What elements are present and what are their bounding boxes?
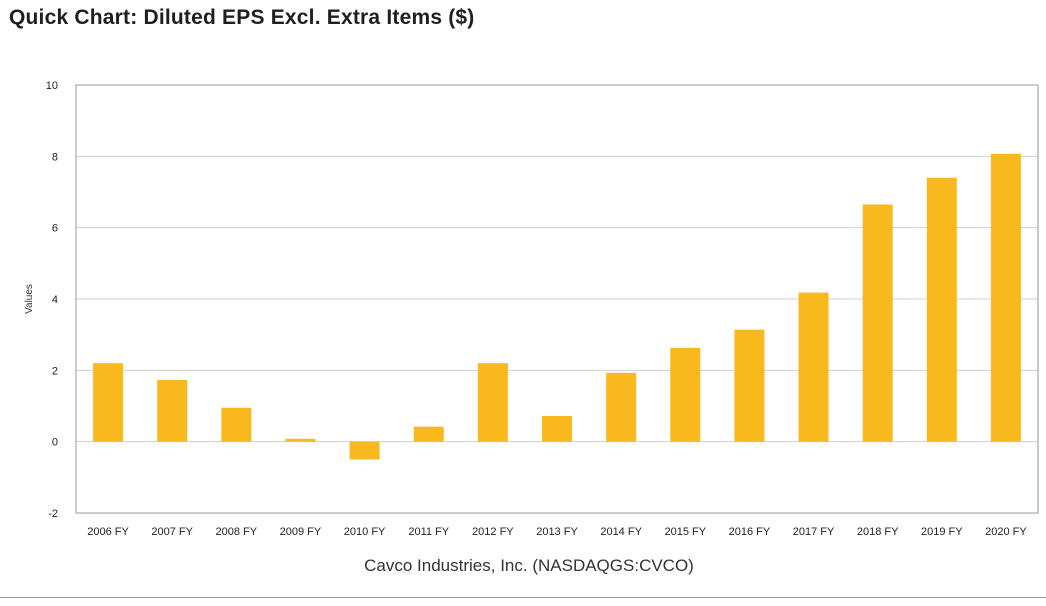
bar-2018-fy [862, 204, 893, 442]
chart-title: Quick Chart: Diluted EPS Excl. Extra Ite… [9, 6, 475, 29]
y-tick-label: 2 [52, 365, 58, 377]
x-tick-label: 2019 FY [921, 526, 963, 538]
bar-2015-fy [670, 347, 701, 442]
bar-2014-fy [606, 372, 637, 442]
footer-divider [0, 597, 1046, 598]
x-tick-label: 2016 FY [729, 526, 771, 538]
bar-2007-fy [157, 379, 188, 442]
bar-2016-fy [734, 329, 765, 442]
x-tick-label: 2011 FY [408, 526, 449, 538]
bar-2020-fy [990, 153, 1021, 442]
y-tick-label: 4 [52, 294, 58, 306]
x-tick-label: 2015 FY [664, 526, 706, 538]
bar-2006-fy [93, 363, 124, 442]
y-tick-label: 6 [52, 223, 58, 235]
bar-2011-fy [413, 426, 444, 442]
x-tick-label: 2014 FY [600, 526, 642, 538]
bar-2012-fy [477, 363, 508, 442]
plot-frame [75, 84, 1039, 514]
bars [93, 153, 1021, 460]
axes [75, 84, 1039, 514]
x-tick-label: 2006 FY [87, 526, 129, 538]
bar-2013-fy [542, 415, 572, 442]
y-tick-label: 10 [46, 80, 58, 92]
x-tick-label: 2007 FY [151, 526, 193, 538]
x-tick-label: 2017 FY [793, 526, 835, 538]
bar-2009-fy [285, 438, 316, 442]
bar-2010-fy [349, 441, 380, 460]
y-axis-label: Values [24, 284, 35, 314]
y-tick-label: -2 [48, 508, 58, 520]
x-tick-label: 2009 FY [280, 526, 322, 538]
bar-2017-fy [798, 292, 829, 442]
bar-2008-fy [221, 407, 252, 442]
x-tick-label: 2013 FY [536, 526, 578, 538]
x-tick-label: 2018 FY [857, 526, 899, 538]
y-tick-label: 8 [52, 151, 58, 163]
y-tick-label: 0 [52, 437, 58, 449]
x-tick-label: 2010 FY [344, 526, 386, 538]
gridlines [76, 84, 1038, 514]
tick-labels: -2 0 2 4 6 8 10 2006 FY 2007 FY 2008 FY 2009 FY 201… [46, 80, 1028, 538]
x-tick-label: 2012 FY [472, 526, 514, 538]
bar-2019-fy [926, 177, 957, 442]
x-tick-label: 2020 FY [985, 526, 1027, 538]
x-axis-label: Cavco Industries, Inc. (NASDAQGS:CVCO) [364, 556, 694, 575]
x-tick-label: 2008 FY [216, 526, 258, 538]
